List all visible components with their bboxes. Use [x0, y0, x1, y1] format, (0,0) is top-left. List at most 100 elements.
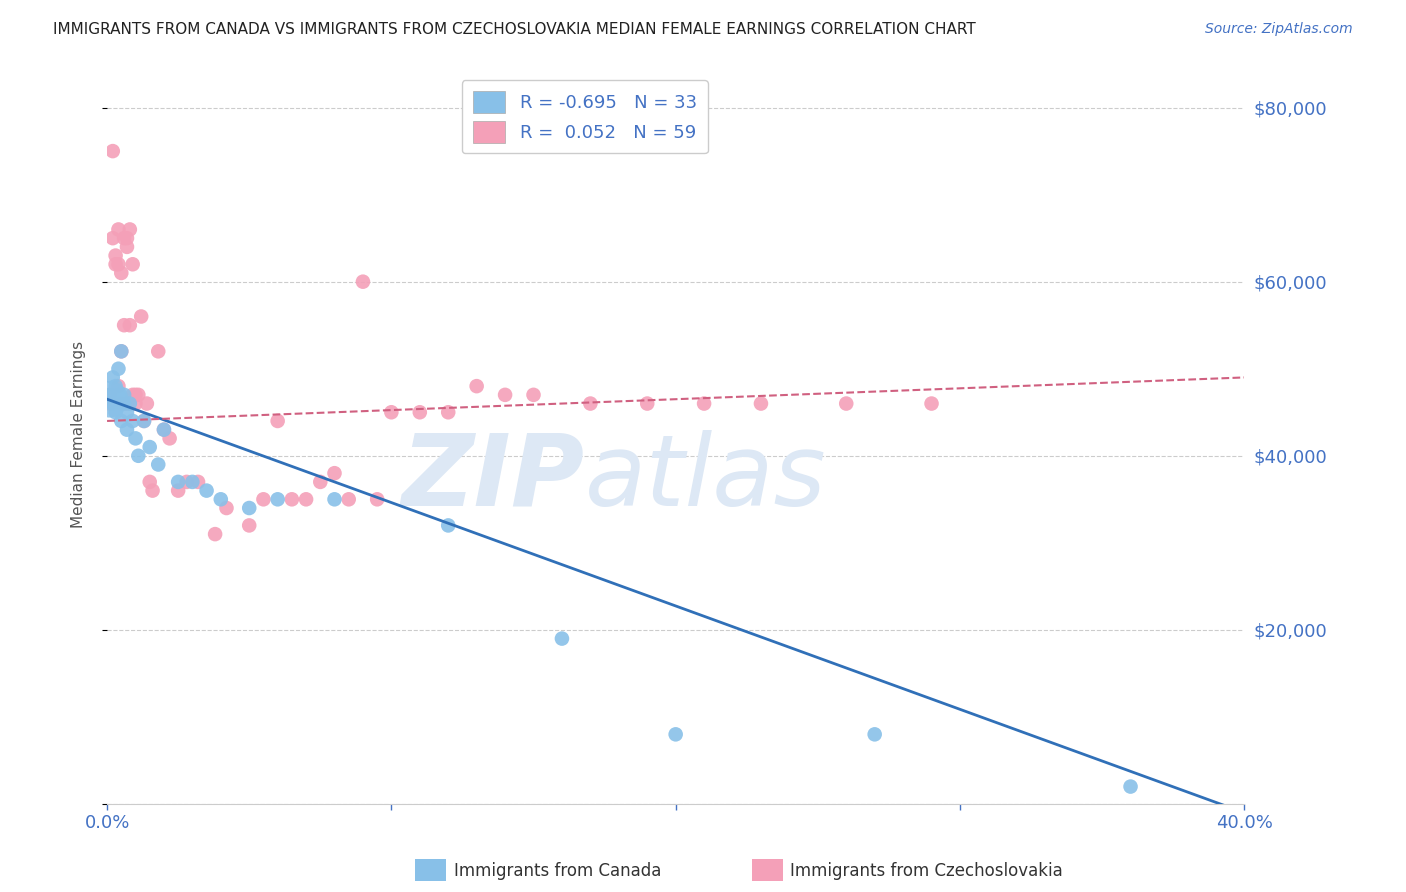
Point [921, 396, 943, 410]
Point [132, 414, 155, 428]
Point [101, 144, 124, 158]
Text: Source: ZipAtlas.com: Source: ZipAtlas.com [1205, 22, 1353, 37]
Point [118, 222, 141, 236]
Point [366, 492, 388, 507]
Point [121, 388, 143, 402]
Point [266, 492, 288, 507]
Point [115, 396, 138, 410]
Point [176, 475, 198, 489]
Point [107, 388, 129, 402]
Point [437, 405, 460, 419]
Point [124, 388, 146, 402]
Point [110, 344, 132, 359]
Point [107, 379, 129, 393]
Point [110, 344, 132, 359]
Text: Immigrants from Czechoslovakia: Immigrants from Czechoslovakia [790, 862, 1063, 880]
Point [337, 492, 360, 507]
Point [129, 310, 152, 324]
Point [159, 431, 181, 445]
Point [115, 405, 138, 419]
Point [153, 423, 176, 437]
Point [437, 518, 460, 533]
Point [112, 231, 135, 245]
Point [138, 440, 160, 454]
Point [118, 396, 141, 410]
Point [665, 727, 688, 741]
Point [115, 231, 138, 245]
Point [636, 396, 658, 410]
Point [215, 501, 238, 516]
Point [104, 257, 127, 271]
Point [118, 318, 141, 333]
Point [142, 483, 165, 498]
Legend: R = -0.695   N = 33, R =  0.052   N = 59: R = -0.695 N = 33, R = 0.052 N = 59 [461, 80, 707, 153]
Point [209, 492, 232, 507]
Point [98, 392, 121, 407]
Point [863, 727, 886, 741]
Point [266, 414, 288, 428]
Point [115, 240, 138, 254]
Point [1119, 780, 1142, 794]
Point [323, 492, 346, 507]
Text: ZIP: ZIP [402, 430, 585, 527]
Text: atlas: atlas [585, 430, 827, 527]
Point [153, 423, 176, 437]
Point [104, 249, 127, 263]
Point [323, 466, 346, 480]
Point [110, 414, 132, 428]
Point [98, 388, 121, 402]
Point [115, 423, 138, 437]
Point [107, 257, 129, 271]
Point [127, 449, 149, 463]
Point [101, 396, 124, 410]
Point [127, 388, 149, 402]
Point [107, 361, 129, 376]
Point [693, 396, 716, 410]
Point [494, 388, 516, 402]
Point [309, 475, 332, 489]
Point [112, 388, 135, 402]
Text: Immigrants from Canada: Immigrants from Canada [454, 862, 661, 880]
Point [98, 396, 121, 410]
Point [124, 396, 146, 410]
Point [195, 483, 218, 498]
Point [167, 475, 190, 489]
Point [104, 379, 127, 393]
Point [101, 231, 124, 245]
Point [101, 370, 124, 384]
Point [135, 396, 157, 410]
Point [551, 632, 574, 646]
Point [579, 396, 602, 410]
Point [138, 475, 160, 489]
Point [112, 396, 135, 410]
Point [409, 405, 432, 419]
Point [295, 492, 318, 507]
Point [380, 405, 402, 419]
Point [121, 414, 143, 428]
Point [104, 405, 127, 419]
Point [522, 388, 544, 402]
Point [110, 266, 132, 280]
Point [121, 257, 143, 271]
Point [465, 379, 488, 393]
Point [167, 483, 190, 498]
Point [148, 344, 170, 359]
Y-axis label: Median Female Earnings: Median Female Earnings [72, 341, 86, 527]
Point [835, 396, 858, 410]
Point [98, 388, 121, 402]
Point [749, 396, 772, 410]
Point [110, 396, 132, 410]
Point [181, 475, 204, 489]
Text: IMMIGRANTS FROM CANADA VS IMMIGRANTS FROM CZECHOSLOVAKIA MEDIAN FEMALE EARNINGS : IMMIGRANTS FROM CANADA VS IMMIGRANTS FRO… [53, 22, 976, 37]
Point [112, 318, 135, 333]
Point [281, 492, 304, 507]
Point [352, 275, 374, 289]
Point [252, 492, 274, 507]
Point [132, 414, 155, 428]
Point [107, 222, 129, 236]
Point [238, 501, 260, 516]
Point [124, 431, 146, 445]
Point [148, 458, 170, 472]
Point [187, 475, 209, 489]
Point [238, 518, 260, 533]
